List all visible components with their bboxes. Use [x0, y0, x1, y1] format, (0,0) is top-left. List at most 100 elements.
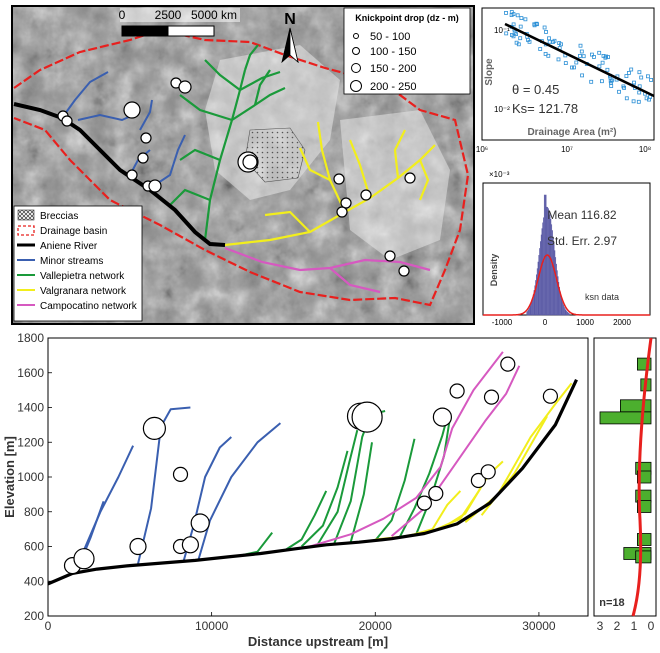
profile-ytick-label: 1600	[17, 366, 44, 380]
ksn-xtick-0: 0	[543, 318, 548, 327]
profile-xtick-label: 30000	[522, 619, 556, 633]
slope-area-point	[504, 31, 509, 36]
slope-area-point	[542, 25, 547, 30]
ksn-mean-annotation: Mean 116.82	[547, 208, 616, 222]
legend-drainage-basin: Drainage basin	[40, 226, 107, 237]
slope-area-point	[556, 57, 561, 62]
slope-area-point	[632, 80, 636, 85]
tributary-profile-line	[309, 351, 504, 548]
slope-area-point	[609, 84, 614, 88]
side-hist-xtick: 2	[614, 619, 621, 633]
profile-ytick-label: 400	[24, 574, 44, 588]
profile-xlabel: Distance upstream [m]	[248, 634, 388, 649]
knickpoint-class-2: 100 - 150	[370, 46, 416, 58]
slope-area-point	[629, 67, 634, 72]
map-knickpoints	[57, 77, 416, 277]
tributary-profile-line	[415, 414, 452, 535]
side-hist-bar	[635, 550, 652, 564]
slope-area-point	[574, 60, 579, 65]
slope-area-point	[504, 10, 508, 15]
slope-area-point	[601, 54, 606, 58]
profile-ytick-label: 1200	[17, 435, 44, 449]
slope-area-point	[624, 74, 629, 78]
valgranara-network	[224, 121, 436, 247]
slope-area-point	[547, 36, 551, 41]
profile-ytick-label: 1400	[17, 401, 44, 415]
map-frame	[11, 5, 475, 325]
slope-area-frame	[481, 7, 655, 141]
slope-area-fit-line	[504, 22, 655, 98]
side-hist-xtick: 0	[648, 619, 655, 633]
sa-xlabel: Drainage Area (m²)	[527, 127, 616, 138]
profile-frame	[47, 337, 589, 617]
slope-area-point	[649, 78, 653, 82]
tributary-profile-line	[317, 429, 359, 545]
slope-area-point	[597, 50, 602, 55]
slope-area-point	[600, 60, 605, 65]
sa-xtick-8: 10⁸	[639, 145, 651, 154]
ksn-bars	[526, 194, 570, 316]
slope-area-point	[580, 73, 584, 78]
basin-swatch	[17, 225, 35, 236]
north-arrow-icon: N	[281, 11, 299, 64]
slope-area-point	[538, 47, 543, 51]
slope-area-point	[604, 54, 608, 59]
slope-area-point	[511, 22, 516, 27]
ksn-normal-curve	[483, 254, 650, 316]
legend-minor-streams: Minor streams	[40, 256, 103, 267]
profile-knickpoint	[470, 472, 486, 489]
tributary-profile-line	[390, 365, 521, 537]
slope-area-point	[544, 29, 548, 34]
elevation-profile-chart: 200 400 600 800 1000 1200 1400 1600 1800 0 10000 20…	[2, 331, 589, 649]
profile-knickpoint	[483, 389, 500, 405]
profile-ytick-label: 600	[24, 540, 44, 554]
slope-area-point	[516, 42, 521, 47]
profile-knickpoint	[500, 356, 516, 372]
slope-area-chart: 10⁻¹ 10⁻² 10⁶ 10⁷ 10⁸ Drainage Area (m²)…	[476, 7, 655, 154]
minor-stream	[61, 71, 109, 119]
tributary-profile-line	[440, 460, 504, 530]
knickpoint-class-4: 200 - 250	[370, 81, 416, 93]
slope-area-point	[523, 17, 528, 22]
slope-area-point	[605, 67, 610, 72]
profile-xtick-label: 10000	[195, 619, 229, 633]
profile-knickpoint	[432, 407, 452, 427]
side-hist-bar	[620, 399, 652, 413]
slope-area-point	[509, 33, 514, 37]
slope-area-point	[646, 74, 650, 79]
profile-knickpoint	[449, 383, 465, 399]
slope-area-point	[581, 54, 586, 59]
slope-area-point	[597, 64, 602, 69]
slope-area-point	[534, 21, 539, 26]
campocatino-branch	[329, 267, 381, 294]
tributary-profile-line	[284, 490, 328, 551]
slope-area-point	[526, 38, 530, 42]
slope-area-point	[518, 36, 523, 41]
tributary-profile-line	[300, 450, 349, 548]
profile-ticks: 200 400 600 800 1000 1200 1400 1600 1800 0 10000 20…	[17, 331, 556, 633]
profile-ytick-label: 1800	[17, 331, 44, 345]
knickpoint-legend: Knickpoint drop (dz - m) 50 - 100 100 - …	[343, 7, 471, 95]
slope-area-point	[592, 55, 596, 59]
slope-area-point	[578, 54, 582, 58]
knickpoint-class-1: 50 - 100	[370, 31, 410, 43]
slope-area-point	[636, 99, 641, 104]
profile-knickpoint	[480, 464, 496, 480]
map-legend: Breccias Drainage basin Aniene River Min…	[13, 205, 143, 322]
sa-ytick-1: 10⁻¹	[494, 26, 510, 35]
ksn-stderr-annotation: Std. Err. 2.97	[547, 234, 617, 248]
sa-xtick-6: 10⁶	[476, 145, 488, 154]
scale-tick-2500: 2500	[155, 8, 182, 22]
slope-area-point	[519, 16, 524, 21]
sa-ytick-2: 10⁻²	[494, 105, 510, 114]
profile-ytick-label: 1000	[17, 470, 44, 484]
slope-area-point	[509, 10, 514, 14]
legend-aniene-river: Aniene River	[40, 241, 98, 252]
profile-knickpoint	[73, 548, 95, 570]
slope-area-point	[563, 61, 568, 65]
profile-ytick-label: 800	[24, 505, 44, 519]
slope-area-point	[624, 96, 629, 101]
legend-campocatino: Campocatino network	[40, 301, 138, 312]
